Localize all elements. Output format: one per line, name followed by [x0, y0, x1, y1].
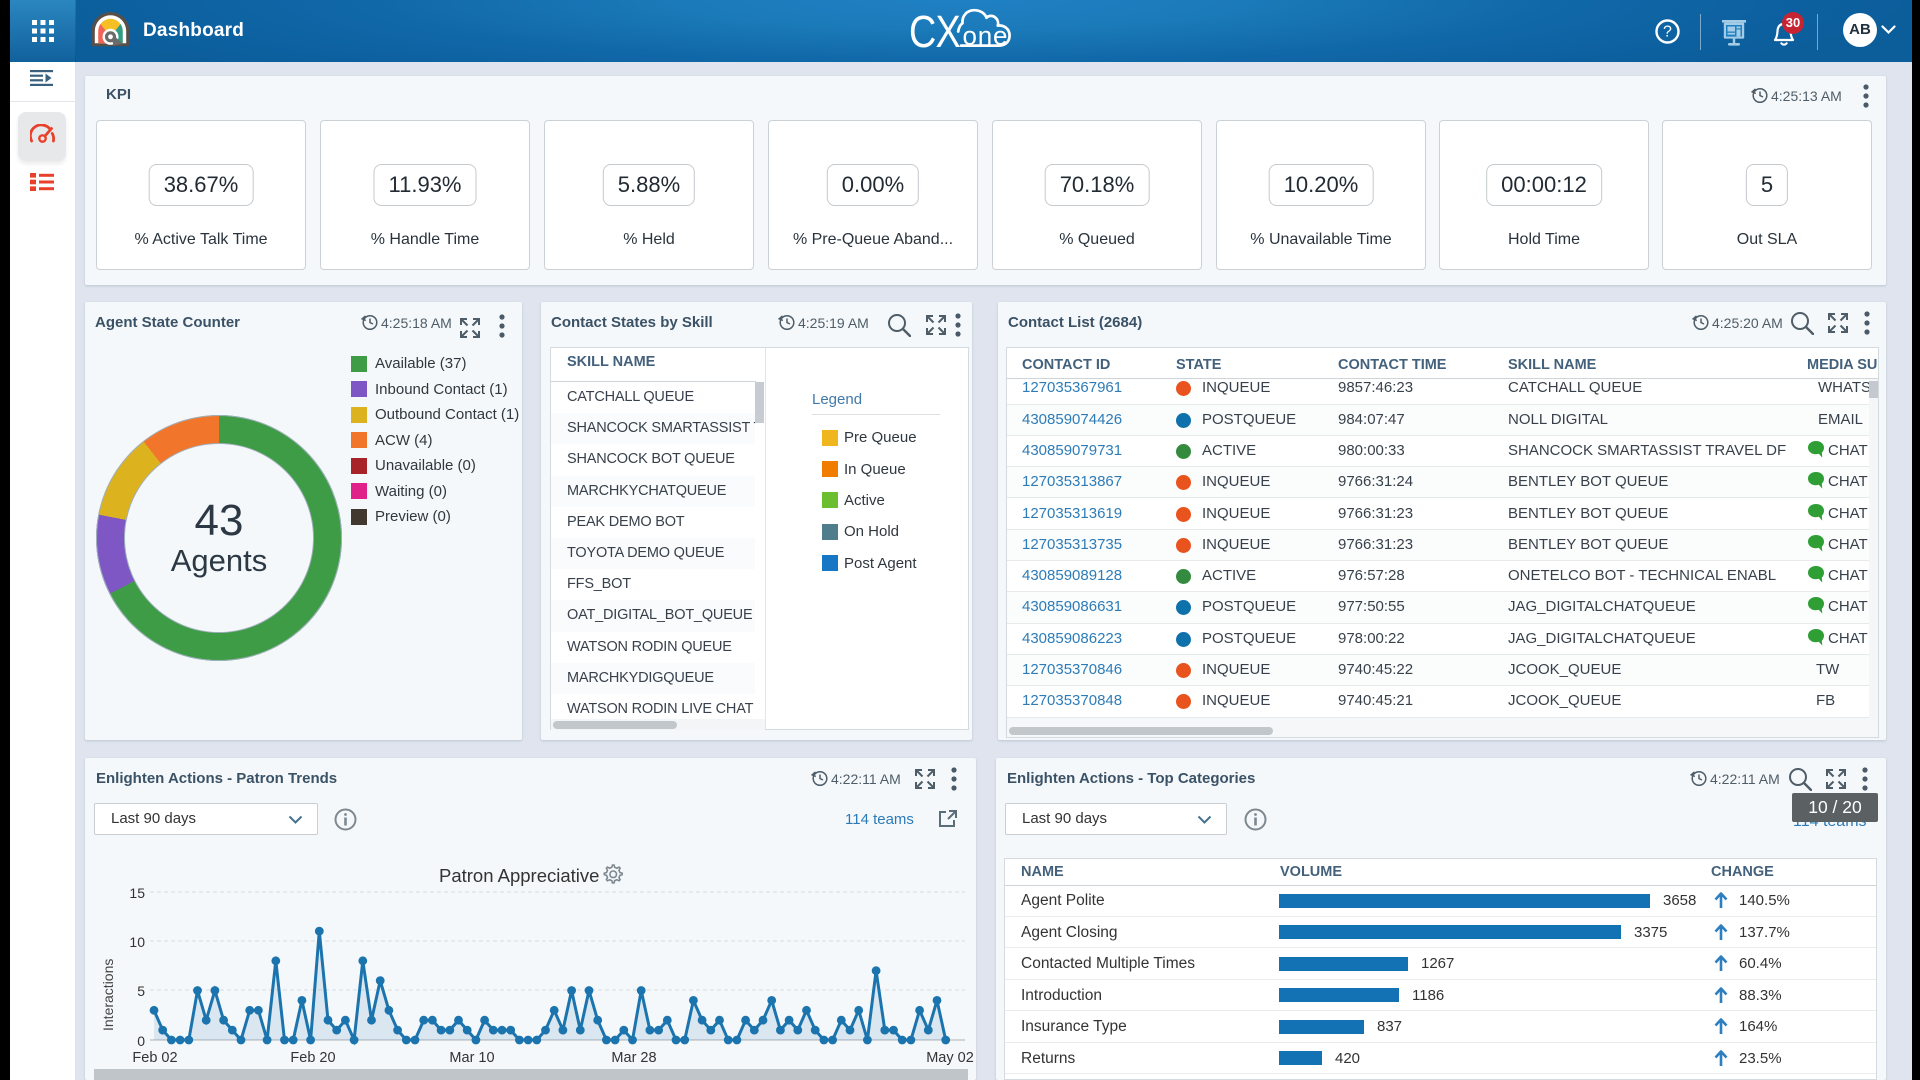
svg-text:?: ?	[1663, 24, 1672, 41]
svg-text:one: one	[963, 21, 1009, 51]
svg-text:CX: CX	[909, 6, 960, 57]
